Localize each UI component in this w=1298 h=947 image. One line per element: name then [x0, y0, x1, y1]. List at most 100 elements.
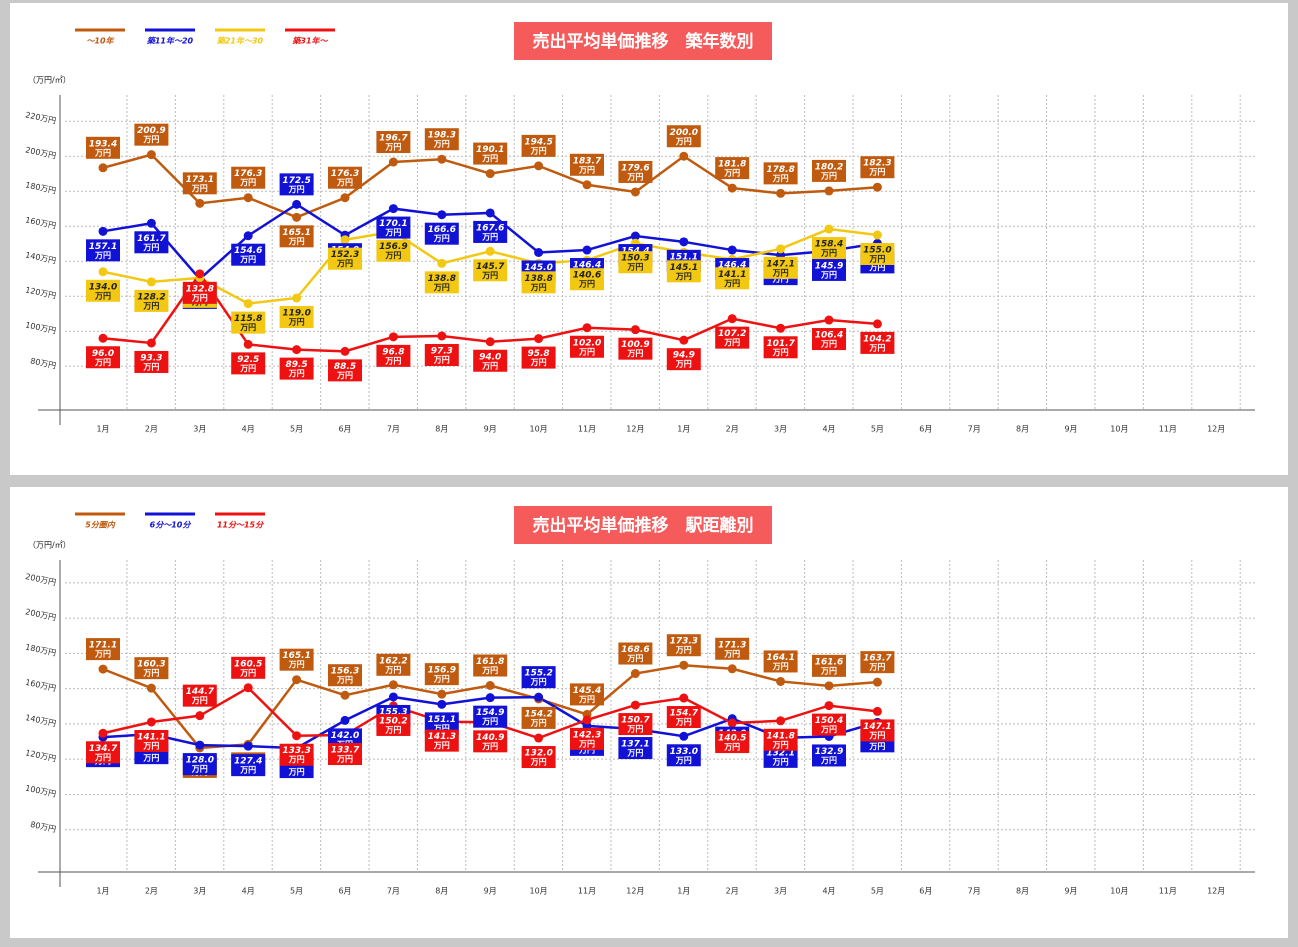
data-label: 165.1	[282, 228, 310, 238]
data-label: 106.4	[815, 331, 843, 341]
data-label-box	[666, 706, 701, 729]
x-tick-label: 8月	[1016, 425, 1029, 434]
data-label: 101.7	[766, 339, 795, 349]
data-label-unit: 万円	[481, 361, 498, 370]
data-label: 141.3	[428, 732, 456, 742]
data-label: 96.0	[92, 349, 114, 359]
legend-label: 11分～15分	[217, 521, 264, 530]
panel	[10, 3, 1288, 475]
data-label-box	[231, 656, 266, 679]
data-point	[340, 193, 350, 203]
data-label: 161.6	[815, 657, 843, 667]
x-tick-label: 2月	[726, 425, 739, 434]
data-label: 128.0	[186, 756, 214, 766]
data-label-unit: 万円	[336, 676, 353, 685]
data-label-box	[231, 352, 266, 375]
data-label: 193.4	[89, 139, 117, 149]
data-label-box	[86, 279, 120, 302]
x-tick-label: 1月	[96, 887, 109, 896]
data-label-unit: 万円	[723, 169, 740, 178]
data-label: 200.9	[137, 126, 165, 136]
data-point	[340, 715, 350, 725]
data-label: 94.9	[673, 351, 695, 361]
x-tick-label: 11月	[578, 887, 596, 896]
data-point	[437, 210, 447, 220]
data-label: 132.8	[186, 284, 214, 294]
x-tick-label: 9月	[484, 425, 497, 434]
data-label: 196.7	[379, 134, 408, 144]
data-label-unit: 万円	[772, 268, 789, 277]
data-label: 182.3	[863, 159, 891, 169]
data-label-unit: 万円	[626, 349, 643, 358]
data-label-box	[521, 746, 556, 769]
data-label: 145.9	[815, 261, 843, 271]
data-label-box	[763, 256, 798, 279]
data-point	[340, 346, 350, 356]
data-label: 150.3	[621, 254, 649, 264]
data-label-unit: 万円	[626, 263, 643, 272]
data-point	[437, 699, 447, 709]
data-label-unit: 万円	[94, 650, 111, 659]
data-label-box	[666, 348, 701, 371]
data-point	[582, 715, 592, 725]
data-point	[824, 315, 834, 325]
data-label-unit: 万円	[239, 178, 256, 187]
data-label: 138.8	[428, 274, 456, 284]
data-label-box	[231, 311, 266, 334]
data-label-box	[279, 357, 314, 380]
data-label-box	[521, 666, 556, 689]
data-point	[679, 335, 689, 345]
data-label-unit: 万円	[578, 165, 595, 174]
data-label-unit: 万円	[820, 666, 837, 675]
data-point	[679, 693, 689, 703]
x-tick-label: 3月	[193, 887, 206, 896]
data-label-box	[424, 712, 459, 735]
data-label: 152.3	[331, 250, 359, 260]
data-label-box	[473, 220, 508, 243]
data-label: 180.2	[815, 162, 843, 172]
data-point	[582, 245, 592, 255]
data-label-unit: 万円	[433, 724, 450, 733]
data-point	[146, 683, 156, 693]
data-point	[195, 711, 205, 721]
data-label: 156.9	[428, 666, 456, 676]
data-label-box	[473, 730, 508, 753]
data-label-unit: 万円	[530, 146, 547, 155]
data-label-unit: 万円	[288, 185, 305, 194]
data-point	[292, 212, 302, 222]
data-label-box	[473, 654, 508, 677]
data-label-unit: 万円	[530, 678, 547, 687]
data-point	[727, 314, 737, 324]
data-label-box	[715, 731, 750, 754]
data-label-box	[860, 719, 895, 742]
data-label-unit: 万円	[94, 251, 111, 260]
data-point	[727, 183, 737, 193]
data-label-unit: 万円	[142, 135, 159, 144]
data-label-unit: 万円	[384, 228, 401, 237]
data-label-unit: 万円	[481, 742, 498, 751]
data-label: 94.0	[479, 352, 501, 362]
data-point	[824, 186, 834, 196]
x-tick-label: 11月	[1159, 887, 1177, 896]
x-tick-label: 12月	[626, 425, 644, 434]
data-label: 134.0	[89, 282, 117, 292]
data-label: 160.5	[234, 659, 262, 669]
data-label: 150.2	[379, 716, 407, 726]
data-label: 146.4	[573, 261, 601, 271]
data-label: 142.0	[331, 731, 359, 741]
data-label: 173.1	[186, 175, 214, 185]
y-axis-label: （万円/㎡）	[28, 541, 71, 550]
data-point	[872, 319, 882, 329]
data-point	[146, 277, 156, 287]
data-label: 140.9	[476, 733, 504, 743]
data-label-unit: 万円	[384, 665, 401, 674]
data-point	[872, 706, 882, 716]
data-label: 172.5	[282, 176, 310, 186]
data-point	[388, 332, 398, 342]
data-label: 162.2	[379, 656, 407, 666]
data-label-box	[618, 337, 653, 360]
data-label: 147.1	[766, 259, 794, 269]
data-label: 146.4	[718, 261, 746, 271]
data-label: 133.0	[670, 747, 698, 757]
